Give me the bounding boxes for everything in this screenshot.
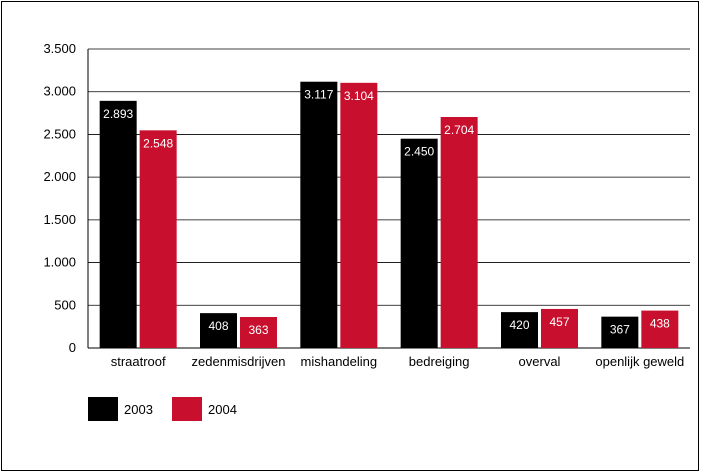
bar-2003 — [99, 100, 137, 349]
y-tick-label: 3.000 — [43, 84, 76, 99]
bar-2003 — [400, 138, 438, 348]
x-tick-label: straatroof — [111, 354, 166, 369]
bar-2004 — [440, 117, 478, 348]
data-label-2004: 2.548 — [143, 136, 173, 150]
bar-2004 — [240, 316, 277, 348]
y-tick-label: 3.500 — [43, 41, 76, 56]
legend-swatch-2004 — [172, 397, 202, 421]
bar-2003 — [200, 313, 237, 348]
data-label-2004: 363 — [248, 323, 268, 337]
legend-swatch-2003 — [88, 397, 118, 421]
y-tick-label: 500 — [54, 297, 76, 312]
y-tick-label: 1.500 — [43, 212, 76, 227]
y-tick-label: 0 — [69, 340, 76, 355]
data-label-2003: 408 — [208, 319, 228, 333]
data-label-2003: 3.117 — [304, 88, 333, 102]
data-label-2004: 438 — [650, 317, 670, 331]
data-label-2003: 2.893 — [103, 107, 133, 121]
bar-2003 — [501, 312, 538, 348]
data-label-2004: 2.704 — [444, 123, 474, 137]
bar-2004 — [340, 82, 378, 348]
x-tick-label: mishandeling — [301, 354, 378, 369]
bar-2003 — [601, 316, 639, 348]
bar-2004 — [541, 308, 578, 348]
data-label-2003: 367 — [610, 323, 630, 337]
data-label-2004: 3.104 — [344, 89, 374, 103]
bar-2004 — [641, 310, 679, 348]
legend-label-2004: 2004 — [208, 402, 237, 417]
x-tick-label: openlijk geweld — [595, 354, 684, 369]
y-tick-label: 1.000 — [43, 255, 76, 270]
x-tick-label: zedenmisdrijven — [192, 354, 286, 369]
x-tick-label: bedreiging — [409, 354, 470, 369]
y-tick-label: 2.000 — [43, 169, 76, 184]
data-label-2003: 2.450 — [404, 145, 434, 159]
legend-label-2003: 2003 — [124, 402, 153, 417]
x-tick-label: overval — [519, 354, 561, 369]
bar-2003 — [300, 81, 338, 348]
data-label-2004: 457 — [549, 315, 569, 329]
bar-2004 — [139, 130, 177, 348]
data-label-2003: 420 — [509, 318, 529, 332]
y-tick-label: 2.500 — [43, 126, 76, 141]
